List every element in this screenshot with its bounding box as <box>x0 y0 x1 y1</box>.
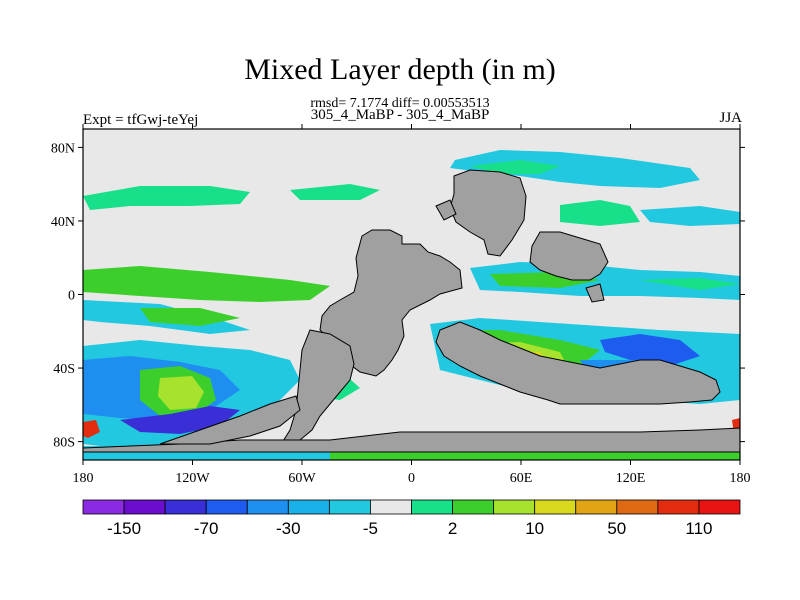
field-patch-tropics-west-green2 <box>140 308 240 326</box>
x-tick-label: 60E <box>510 471 533 486</box>
colorbar-label: -5 <box>363 519 378 538</box>
x-tick-label: 120W <box>175 471 210 486</box>
land-africa-australia <box>435 321 721 405</box>
colorbar-swatch <box>698 499 741 515</box>
colorbar-swatch <box>370 499 412 515</box>
field-patch-indian-blue <box>600 334 700 366</box>
field-patch-north-atlantic <box>450 150 700 188</box>
colorbar-swatch <box>123 499 166 515</box>
colorbar-swatch <box>164 499 207 515</box>
colorbar-label: -30 <box>276 519 301 538</box>
field-patch-nw-atlantic-blue <box>640 206 740 226</box>
x-tick-label: 60W <box>288 471 316 486</box>
colorbar-swatch <box>411 499 453 515</box>
plot-title: Mixed Layer depth (in m) <box>244 53 556 86</box>
field-patch-south-pacific-yellow <box>158 376 204 410</box>
colorbar-swatch <box>82 499 125 515</box>
colorbar-label: 50 <box>607 519 626 538</box>
colorbar-label: 110 <box>685 519 712 538</box>
land-mask <box>83 169 740 453</box>
field-patch-north-pacific-2 <box>290 184 380 200</box>
colorbar-swatch <box>493 499 536 515</box>
colorbar-swatch <box>534 499 577 515</box>
colorbar-swatch <box>657 499 700 515</box>
colorbar-swatch <box>452 499 495 515</box>
colorbar-label: 10 <box>525 519 544 538</box>
field-patch-tropics-east-green2 <box>640 278 740 290</box>
field-patch-tropics-east <box>470 262 740 300</box>
expt-label: Expt = tfGwj-teYej <box>83 112 199 128</box>
land-island-med <box>585 283 605 303</box>
land-island-west <box>435 199 457 221</box>
colorbar: -150 -70 -30 -5 2 10 50 110 <box>82 499 741 538</box>
field-patch-north-atlantic-green <box>470 160 560 174</box>
x-tick-label: 120E <box>616 471 646 486</box>
x-tick-label: 0 <box>408 471 415 486</box>
y-tick-label: 0 <box>68 289 75 304</box>
colorbar-label: -150 <box>107 519 141 538</box>
experiments-line: 305_4_MaBP - 305_4_MaBP <box>310 107 490 123</box>
colorbar-swatch <box>616 499 659 515</box>
stats-line: rmsd= 7.1774 diff= 0.00553513 <box>310 96 490 111</box>
colorbar-swatch <box>287 499 330 515</box>
land-antarctic-peninsula <box>159 395 301 445</box>
field-patch-southern-ocean-red <box>83 420 100 438</box>
land-eurasia <box>529 231 609 281</box>
x-tick-label: 180 <box>730 471 751 486</box>
land-antarctica <box>83 427 740 453</box>
field-patch-north-pacific <box>83 186 250 210</box>
y-tick-label: 80N <box>51 141 75 156</box>
field-patch-nw-atlantic <box>560 200 640 226</box>
season-label: JJA <box>719 110 742 126</box>
field-patch-tropics-west <box>83 266 330 302</box>
y-tick-label: 80S <box>53 436 75 451</box>
y-axis: 80N 40N 0 40S 80S <box>51 141 745 451</box>
colorbar-swatch <box>205 499 248 515</box>
colorbar-swatch <box>328 499 371 515</box>
land-americas <box>319 229 463 377</box>
x-axis: 180 120W 60W 0 60E 120E 180 <box>73 124 751 486</box>
y-tick-label: 40N <box>51 215 75 230</box>
land-south-america <box>279 329 355 447</box>
colorbar-swatch <box>575 499 618 515</box>
map-field <box>83 129 740 460</box>
colorbar-label: 2 <box>448 519 457 538</box>
colorbar-swatch <box>246 499 289 515</box>
colorbar-label: -70 <box>194 519 219 538</box>
y-tick-label: 40S <box>53 362 75 377</box>
x-tick-label: 180 <box>73 471 94 486</box>
